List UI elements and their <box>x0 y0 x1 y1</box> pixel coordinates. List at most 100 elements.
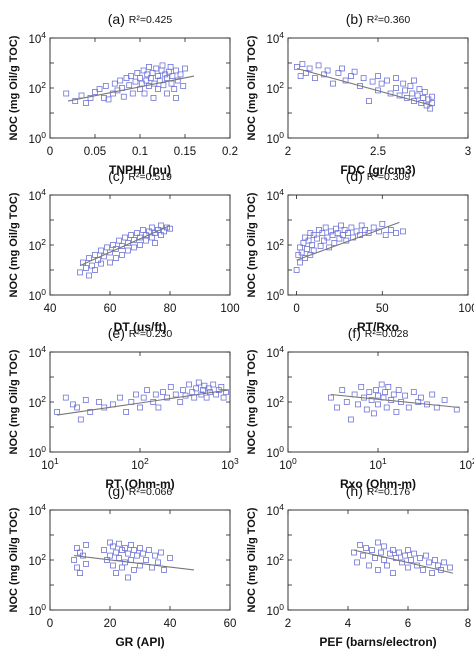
data-point <box>426 559 432 566</box>
data-point <box>362 226 369 233</box>
y-axis-label: NOC (mg Oil/g TOC) <box>8 35 20 140</box>
x-tick-label: 8 <box>465 618 471 630</box>
data-point <box>158 232 164 239</box>
data-point <box>122 234 128 241</box>
x-tick-label: 100 <box>279 456 297 472</box>
data-point <box>101 95 107 101</box>
plot-frame <box>49 351 231 453</box>
panel-title: (f) R²=0.028 <box>348 325 409 341</box>
y-tick-label: 102 <box>266 394 284 410</box>
data-point <box>116 540 122 547</box>
data-point <box>141 90 148 97</box>
data-point <box>319 230 326 237</box>
plot-frame <box>49 509 231 611</box>
y-tick-label: 102 <box>266 80 284 96</box>
y-tick-label: 104 <box>266 502 284 518</box>
data-point <box>378 80 385 87</box>
data-point <box>366 98 372 104</box>
data-point <box>186 381 192 388</box>
data-point <box>177 399 184 405</box>
data-point <box>189 389 196 396</box>
data-point <box>105 96 112 103</box>
data-point <box>102 83 109 89</box>
data-point <box>375 73 381 79</box>
data-point <box>77 416 84 423</box>
data-point <box>411 550 417 557</box>
data-point <box>393 408 400 415</box>
y-tick-label: 104 <box>266 344 284 360</box>
data-point <box>381 543 387 550</box>
data-point <box>150 95 157 101</box>
data-point <box>137 75 143 81</box>
data-point <box>363 406 370 413</box>
data-point <box>307 251 314 258</box>
x-tick-label: 101 <box>369 456 387 472</box>
x-tick-label: 60 <box>224 618 237 630</box>
x-tick-label: 103 <box>221 456 239 472</box>
panel-a: (a) R²=0.425 100 102 104 0 0.05 0.1 0.15 0.2 NOC … <box>8 11 238 177</box>
panel-title: (a) R²=0.425 <box>108 11 173 27</box>
x-tick-label: 100 <box>458 303 474 315</box>
data-point <box>101 547 107 553</box>
panel-title: (e) R²=0.230 <box>108 325 173 341</box>
data-point <box>393 75 399 81</box>
data-point <box>122 545 128 551</box>
data-point <box>363 545 369 551</box>
x-tick-label: 3 <box>465 146 471 158</box>
data-point <box>146 547 152 553</box>
data-point <box>378 549 384 556</box>
data-point <box>402 552 408 559</box>
data-point <box>72 98 79 104</box>
data-point <box>327 394 334 401</box>
panel-e: (e) R²=0.230 100 102 104 101 102 103 NOC (mg Oi… <box>8 325 239 491</box>
data-point <box>310 247 317 254</box>
data-point <box>407 83 414 89</box>
data-point <box>173 95 179 101</box>
data-point <box>110 90 116 97</box>
data-point <box>110 562 116 569</box>
panel-g: (g) R²=0.066 100 102 104 0 20 40 60 NOC (mg Oil/… <box>8 483 236 649</box>
data-point <box>334 404 340 411</box>
x-axis-label: DT (us/ft) <box>114 320 167 334</box>
data-point <box>62 394 69 401</box>
data-point <box>54 408 60 415</box>
x-tick-label: 101 <box>41 456 59 472</box>
data-point <box>150 399 157 405</box>
data-point <box>390 570 396 576</box>
x-tick-label: 102 <box>131 456 149 472</box>
data-point <box>393 555 399 561</box>
data-point <box>382 232 389 239</box>
data-point <box>405 404 412 411</box>
data-point <box>347 416 354 423</box>
data-point <box>120 93 127 100</box>
data-point <box>74 404 80 411</box>
y-tick-label: 104 <box>266 187 284 203</box>
data-point <box>92 267 98 273</box>
data-point <box>113 570 119 576</box>
data-point <box>107 552 113 559</box>
y-tick-label: 102 <box>28 237 46 253</box>
data-point <box>408 557 414 563</box>
data-point <box>427 105 434 112</box>
data-point <box>140 226 146 233</box>
y-axis-label: NOC (mg Oil/g TOC) <box>8 192 20 297</box>
plot-frame <box>49 37 231 139</box>
data-point <box>357 232 363 239</box>
data-point <box>173 67 179 74</box>
y-tick-label: 100 <box>28 444 46 460</box>
data-point <box>348 73 354 79</box>
data-point <box>125 574 131 581</box>
data-point <box>153 65 160 72</box>
data-point <box>331 240 338 246</box>
data-point <box>152 552 158 559</box>
x-tick-label: 6 <box>405 618 411 630</box>
data-point <box>393 230 399 237</box>
regression-line <box>57 389 229 416</box>
data-point <box>131 244 137 251</box>
data-point <box>167 64 174 70</box>
data-point <box>83 265 89 271</box>
data-point <box>131 567 137 573</box>
data-point <box>400 80 407 87</box>
y-tick-label: 102 <box>28 80 46 96</box>
